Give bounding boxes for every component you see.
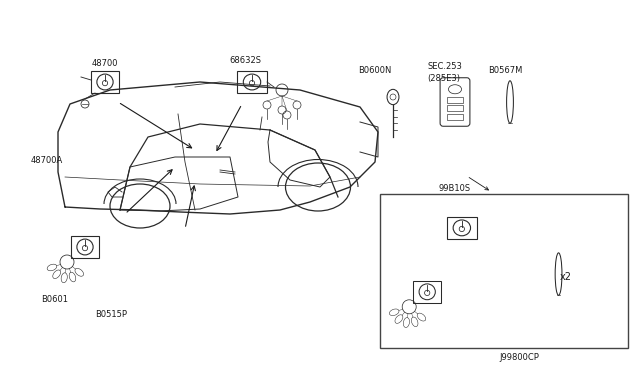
Bar [447, 105, 463, 111]
Text: 48700A: 48700A [31, 156, 63, 165]
Text: B0567M: B0567M [488, 66, 522, 75]
Bar [413, 281, 441, 303]
Bar [447, 217, 477, 239]
Text: SEC.253: SEC.253 [428, 62, 462, 71]
Text: 68632S: 68632S [229, 56, 261, 65]
Text: (285E3): (285E3) [428, 74, 461, 83]
Bar [447, 114, 463, 120]
Text: 99B10S: 99B10S [438, 185, 470, 193]
Text: J99800CP: J99800CP [499, 353, 539, 362]
Text: x2: x2 [560, 272, 572, 282]
Text: B0600N: B0600N [358, 66, 392, 75]
Bar [71, 236, 99, 258]
Bar [380, 194, 628, 348]
Text: B0601: B0601 [42, 295, 68, 304]
Bar [91, 71, 119, 93]
Circle shape [390, 94, 396, 100]
Bar [237, 71, 267, 93]
Bar [447, 97, 463, 103]
Text: B0515P: B0515P [95, 310, 127, 319]
Text: 48700: 48700 [92, 59, 118, 68]
